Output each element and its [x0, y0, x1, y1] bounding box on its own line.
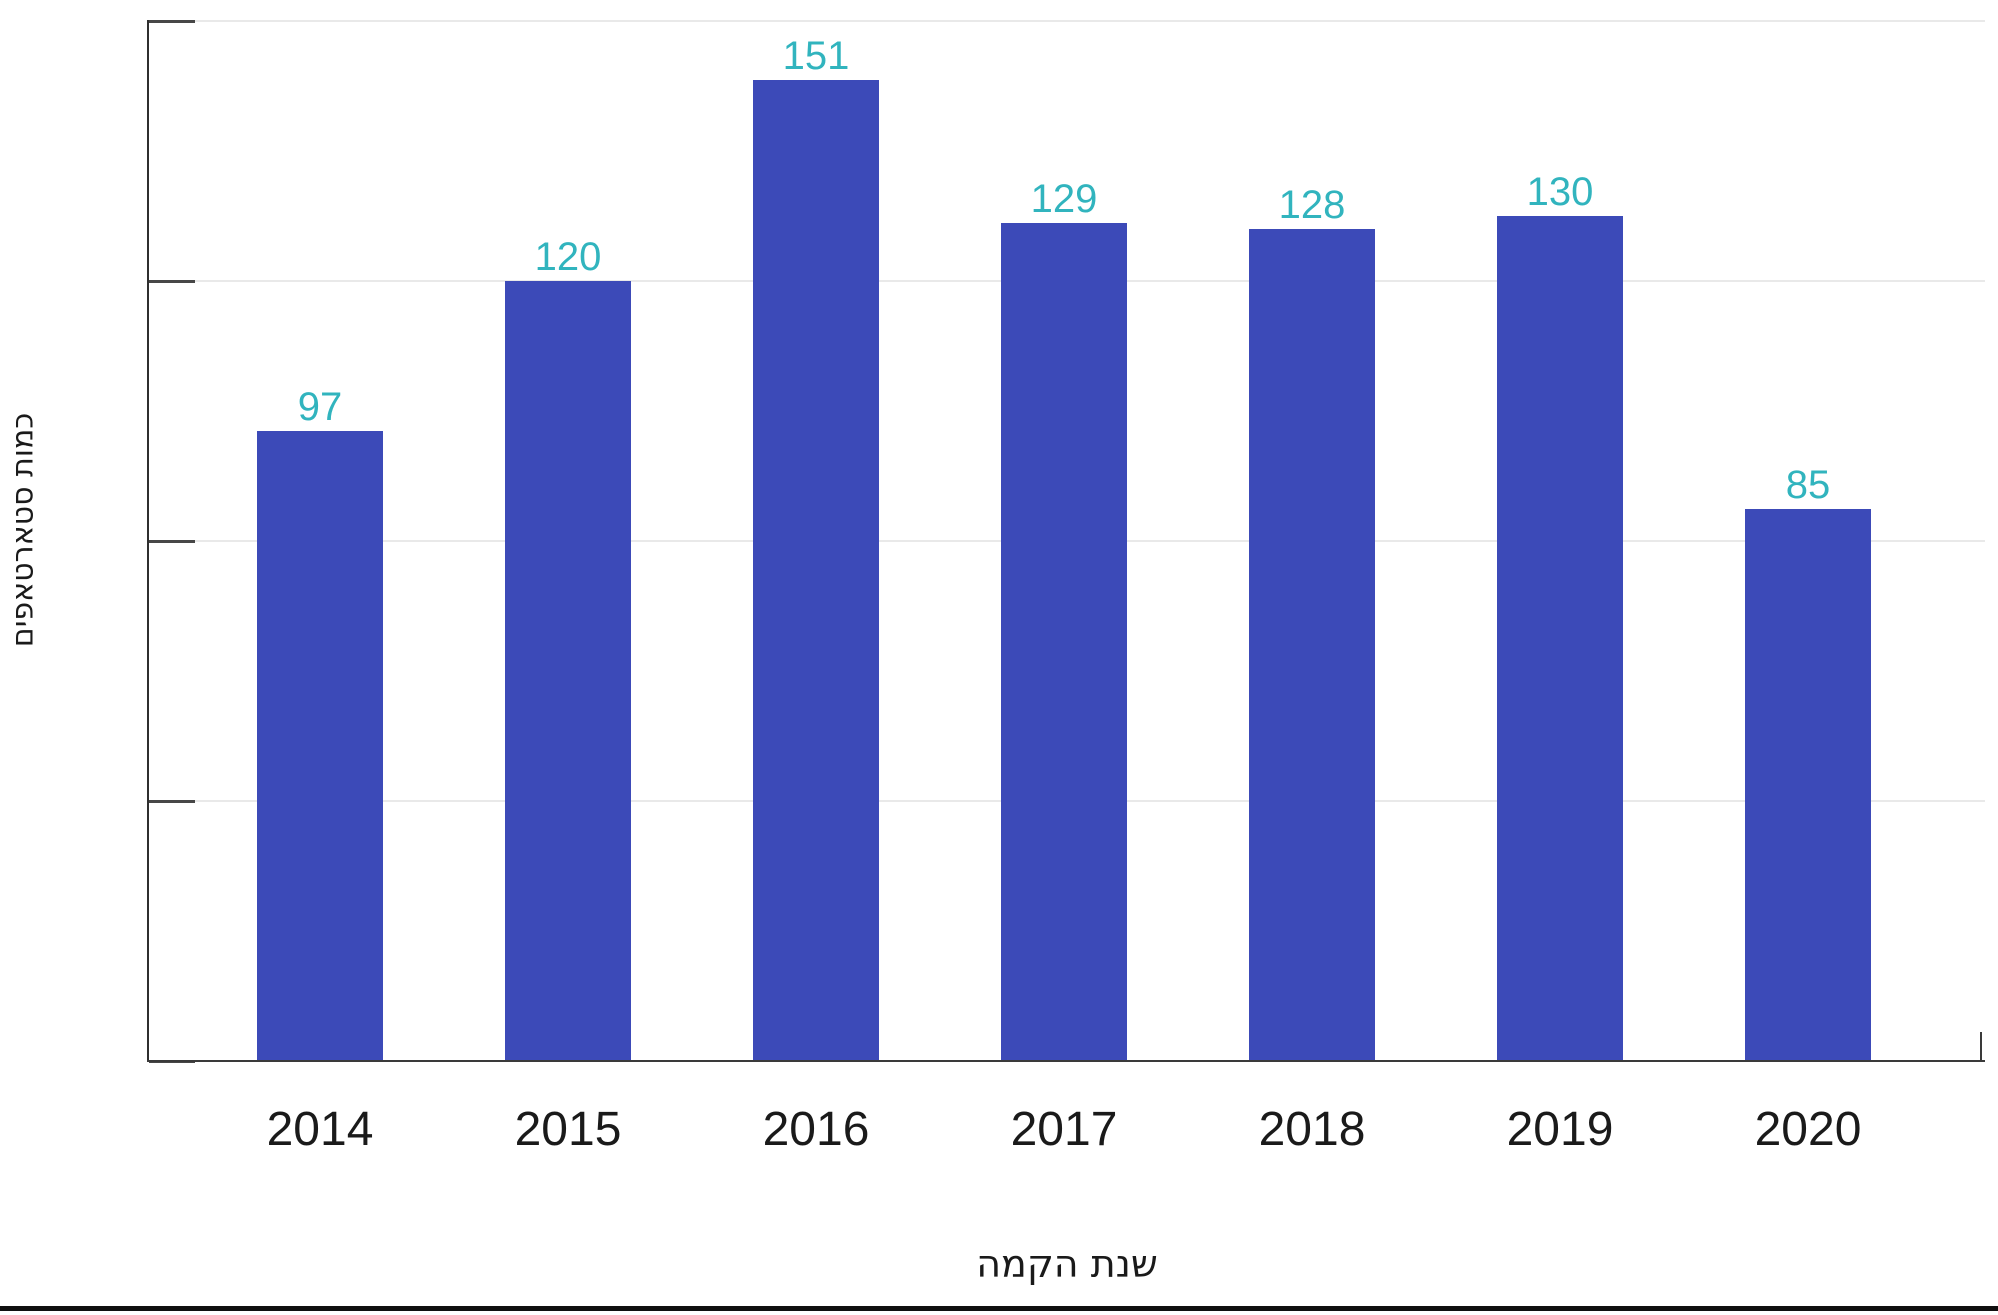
- plot-area: 97 120 151 129 128 130 85: [147, 20, 1985, 1063]
- bar-2016: [753, 79, 879, 1061]
- x-tick-label-2015: 2015: [514, 1103, 622, 1156]
- x-tick-label-2019: 2019: [1506, 1103, 1614, 1156]
- x-axis-title: שנת הקמה: [976, 1242, 1158, 1286]
- bar-2015: [505, 281, 631, 1061]
- x-axis-line: [147, 1060, 1985, 1062]
- y-axis-tick: [149, 800, 195, 803]
- bar-value-label: 129: [1030, 176, 1098, 221]
- bar-2017: [1001, 222, 1127, 1061]
- bar-2014: [257, 430, 383, 1061]
- x-tick-label-2014: 2014: [266, 1103, 374, 1156]
- bar-value-label: 130: [1526, 170, 1594, 214]
- bar-2020: [1745, 508, 1871, 1061]
- bar-value-label: 151: [782, 33, 850, 78]
- y-axis-title: כמות סטארטאפים: [5, 412, 41, 648]
- bar-2019: [1497, 216, 1623, 1061]
- x-axis-end-tick: [1980, 1032, 1982, 1060]
- y-axis-tick: [149, 20, 195, 23]
- y-axis-tick: [149, 540, 195, 543]
- x-tick-label-2018: 2018: [1258, 1103, 1366, 1156]
- x-tick-label-2016: 2016: [762, 1103, 870, 1156]
- bar-2018: [1249, 229, 1375, 1061]
- bar-value-label: 128: [1278, 183, 1346, 227]
- y-axis-line: [147, 20, 149, 1062]
- bar-value-label: 120: [534, 235, 602, 279]
- y-axis-tick: [149, 280, 195, 283]
- x-tick-label-2020: 2020: [1754, 1103, 1862, 1156]
- bar-value-label: 97: [297, 384, 343, 429]
- bottom-divider-line: [0, 1306, 1998, 1311]
- bar-value-label: 85: [1785, 462, 1831, 507]
- gridline: [149, 20, 1985, 22]
- x-tick-label-2017: 2017: [1010, 1103, 1118, 1156]
